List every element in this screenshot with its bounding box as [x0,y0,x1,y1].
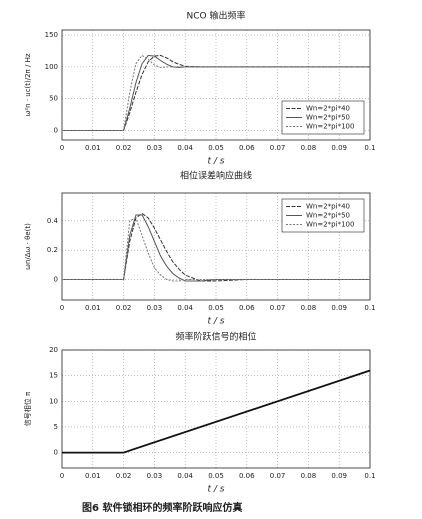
x-tick-label: 0.04 [177,304,193,312]
y-tick-label: 10 [49,397,58,405]
series-line [62,54,370,131]
plot-frame [61,192,371,301]
x-tick-label: 0.01 [85,144,101,152]
x-tick-label: 0.03 [147,144,163,152]
legend-label: Wn=2*pi*50 [306,212,350,220]
x-tick-label: 0 [60,144,64,152]
x-tick-label: 0.09 [331,472,347,480]
x-axis-label: t / s [208,157,225,167]
y-tick-label: 0.2 [47,246,58,254]
x-tick-label: 0.05 [208,304,224,312]
x-tick-label: 0.09 [331,304,347,312]
x-tick-label: 0.07 [270,304,286,312]
x-tick-label: 0 [60,472,64,480]
legend-label: Wn=2*pi*100 [306,123,354,131]
x-axis-label: t / s [208,485,225,495]
y-tick-label: 0 [54,275,58,283]
x-tick-label: 0.03 [147,472,163,480]
chart-title: 频率阶跃信号的相位 [175,331,256,343]
x-tick-label: 0.04 [177,472,193,480]
y-tick-label: 50 [49,95,58,103]
plot-frame [61,349,371,469]
caption: 图6 软件锁相环的频率阶跃响应仿真 [82,501,242,514]
x-tick-label: 0.08 [301,304,317,312]
x-tick-label: 0.05 [208,472,224,480]
legend-label: Wn=2*pi*40 [306,105,350,113]
x-tick-label: 0.1 [364,304,375,312]
x-tick-label: 0.07 [270,472,286,480]
y-tick-label: 0 [54,449,58,457]
plot-frame [61,29,371,141]
legend-label: Wn=2*pi*40 [306,203,350,211]
x-tick-label: 0.06 [239,472,255,480]
y-axis-label: ω²n · uc(t)/2π / Hz [24,53,32,116]
y-tick-label: 100 [45,63,58,71]
x-tick-label: 0.1 [364,144,375,152]
x-tick-label: 0.05 [208,144,224,152]
x-tick-label: 0.01 [85,472,101,480]
y-tick-label: 0 [54,126,58,134]
x-tick-label: 0.1 [364,472,375,480]
x-tick-label: 0.02 [116,144,132,152]
x-tick-label: 0.06 [239,144,255,152]
x-tick-label: 0.08 [301,472,317,480]
y-axis-label: 信号相位 π [23,391,32,426]
x-tick-label: 0.02 [116,472,132,480]
x-tick-label: 0.09 [331,144,347,152]
x-tick-label: 0.03 [147,304,163,312]
x-tick-label: 0.07 [270,144,286,152]
x-tick-label: 0.04 [177,144,193,152]
x-tick-label: 0.01 [85,304,101,312]
y-axis-label: ωn/Δω · θe(t) [24,223,32,270]
y-tick-label: 5 [54,423,58,431]
legend-label: Wn=2*pi*100 [306,221,354,229]
y-tick-label: 150 [45,31,58,39]
x-tick-label: 0.08 [301,144,317,152]
series-line [62,54,370,131]
legend-label: Wn=2*pi*50 [306,114,350,122]
y-tick-label: 0.4 [47,217,59,225]
x-tick-label: 0 [60,304,64,312]
x-tick-label: 0.06 [239,304,255,312]
x-axis-label: t / s [208,317,225,327]
series-line [62,54,370,131]
x-tick-label: 0.02 [116,304,132,312]
series-line [62,217,370,282]
chart-title: NCO 输出频率 [187,10,246,22]
y-tick-label: 15 [49,372,58,380]
y-tick-label: 20 [49,346,58,354]
series-line [62,369,371,454]
chart-title: 相位误差响应曲线 [180,170,252,182]
